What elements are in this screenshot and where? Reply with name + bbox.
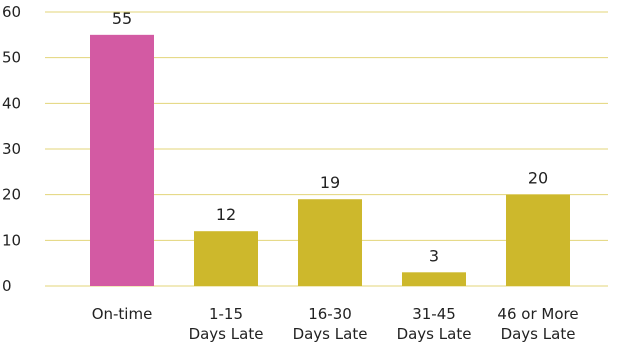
bar: [194, 231, 258, 286]
y-tick-label: 0: [2, 277, 12, 295]
category-label-line: 31-45: [412, 305, 456, 323]
y-tick-label: 10: [2, 231, 21, 249]
category-label-line: 46 or More: [497, 305, 578, 323]
data-label: 3: [429, 246, 439, 265]
category-label-line: 16-30: [308, 305, 352, 323]
data-labels: 55 12 19 3 20: [112, 9, 548, 265]
category-label: 46 or More Days Late: [497, 305, 578, 343]
category-label: 1-15 Days Late: [189, 305, 264, 343]
data-label: 19: [320, 173, 340, 192]
category-label-line: Days Late: [293, 325, 368, 343]
category-label-line: Days Late: [189, 325, 264, 343]
y-tick-label: 30: [2, 140, 21, 158]
y-tick-label: 60: [2, 3, 21, 21]
data-label: 55: [112, 9, 132, 28]
bars: [90, 34, 570, 287]
bar: [90, 34, 154, 287]
y-tick-label: 40: [2, 94, 21, 112]
y-tick-label: 20: [2, 186, 21, 204]
category-label: 16-30 Days Late: [293, 305, 368, 343]
category-label-line: Days Late: [397, 325, 472, 343]
category-label-line: Days Late: [501, 325, 576, 343]
y-tick-label: 50: [2, 49, 21, 67]
bar: [298, 199, 362, 286]
x-axis-category-labels: On-time 1-15 Days Late 16-30 Days Late 31-45 D…: [92, 305, 579, 343]
y-axis-tick-labels: 0 10 20 30 40 50 60: [2, 3, 21, 295]
bar: [506, 194, 570, 286]
bar: [402, 272, 466, 286]
category-label-line: 1-15: [209, 305, 243, 323]
category-label: 31-45 Days Late: [397, 305, 472, 343]
data-label: 12: [216, 205, 236, 224]
category-label: On-time: [92, 305, 153, 323]
category-label-line: On-time: [92, 305, 153, 323]
data-label: 20: [528, 169, 548, 188]
